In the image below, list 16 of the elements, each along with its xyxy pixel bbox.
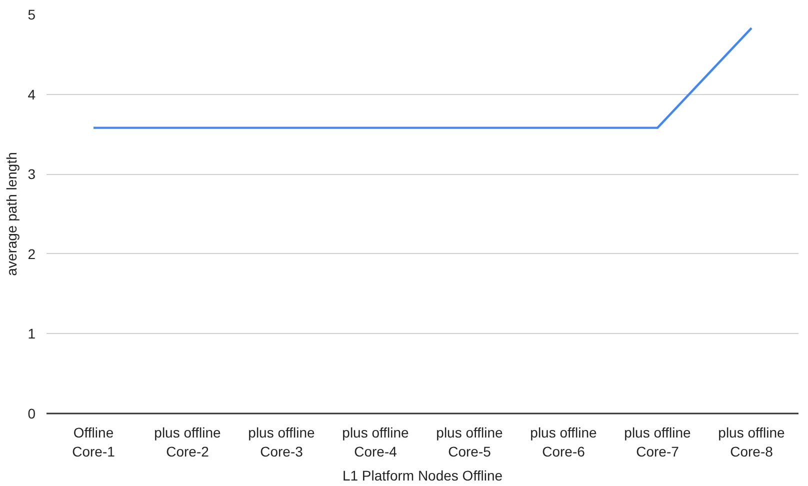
x-tick-label: plus offline Core-8 <box>718 424 786 460</box>
x-tick-label: plus offline Core-3 <box>248 424 316 460</box>
y-tick-label: 0 <box>28 406 36 422</box>
y-tick-label: 1 <box>28 326 36 342</box>
y-axis-title: average path length <box>4 152 20 276</box>
y-tick-label: 2 <box>28 246 36 262</box>
x-tick-label: plus offline Core-2 <box>154 424 222 460</box>
x-tick-label: plus offline Core-7 <box>624 424 692 460</box>
x-tick-label: plus offline Core-5 <box>436 424 504 460</box>
x-axis-title: L1 Platform Nodes Offline <box>342 468 503 484</box>
x-tick-label: plus offline Core-4 <box>342 424 410 460</box>
y-tick-label: 5 <box>28 6 36 22</box>
y-tick-label: 3 <box>28 166 36 182</box>
x-tick-label: Offline Core-1 <box>72 424 116 460</box>
y-tick-label: 4 <box>28 86 36 102</box>
x-tick-label: plus offline Core-6 <box>530 424 598 460</box>
